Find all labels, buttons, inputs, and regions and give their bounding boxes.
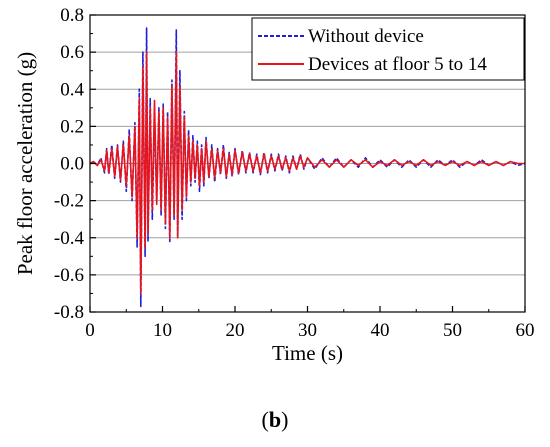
y-tick-label: 0.6 [60, 42, 84, 63]
x-tick-label: 30 [298, 320, 317, 341]
y-tick-label: 0.0 [60, 154, 84, 175]
axes: -0.8 -0.6 -0.4 -0.2 0.0 0.2 0.4 0.6 0.8 0 10 20 30 40… [54, 5, 535, 341]
x-tick-label: 50 [443, 320, 462, 341]
x-tick-label: 60 [516, 320, 535, 341]
y-tick-label: 0.2 [60, 116, 84, 137]
line-chart: -0.8 -0.6 -0.4 -0.2 0.0 0.2 0.4 0.6 0.8 0 10 20 30 40… [13, 5, 535, 365]
series-line-devices [89, 51, 525, 295]
x-tick-label: 20 [226, 320, 245, 341]
y-tick-label: 0.4 [60, 79, 84, 100]
y-tick-label: -0.6 [54, 265, 84, 286]
caption-open-paren: ( [261, 407, 269, 432]
x-tick-label: 10 [153, 320, 172, 341]
y-tick-label: -0.8 [54, 302, 84, 323]
x-tick-label: 40 [371, 320, 390, 341]
y-tick-label: 0.8 [60, 5, 84, 26]
y-tick-label: -0.4 [54, 228, 85, 249]
y-tick-label: -0.2 [54, 191, 84, 212]
panel-caption: (b) [0, 407, 550, 433]
legend: Without device Devices at floor 5 to 14 [251, 17, 525, 81]
caption-close-paren: ) [281, 407, 289, 432]
caption-letter: b [268, 407, 282, 432]
series-lines [89, 27, 526, 308]
x-axis-title: Time (s) [272, 341, 343, 365]
x-tick-label: 0 [85, 320, 95, 341]
legend-label-without-device: Without device [308, 26, 424, 47]
legend-box [251, 17, 525, 81]
y-axis-title: Peak floor acceleration (g) [13, 52, 37, 275]
legend-label-devices: Devices at floor 5 to 14 [308, 54, 487, 75]
